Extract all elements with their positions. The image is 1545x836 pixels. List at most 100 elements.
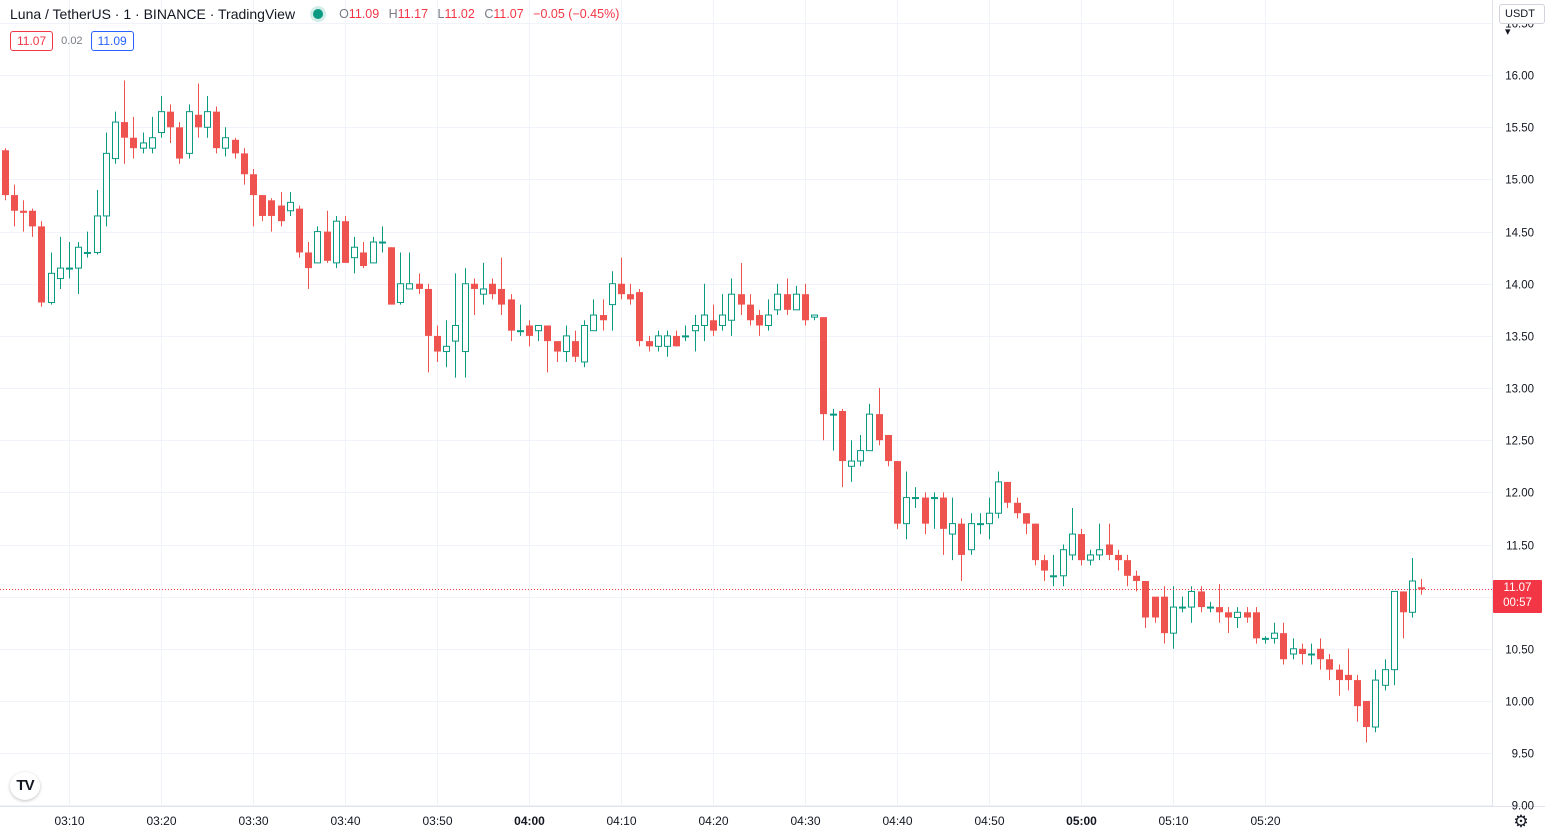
candle (140, 132, 147, 154)
candle-body (526, 325, 533, 336)
candle-body (949, 523, 956, 535)
candle-body (1106, 544, 1113, 555)
candle-body (158, 111, 165, 134)
candle-body (121, 122, 128, 138)
candle (342, 215, 349, 263)
candle-body (995, 481, 1002, 514)
candle-body (774, 293, 781, 311)
symbol-title[interactable]: Luna / TetherUS · 1 · BINANCE · TradingV… (10, 6, 296, 22)
candle-body (1060, 549, 1067, 577)
candle-body (839, 410, 846, 462)
candle (48, 252, 55, 305)
candle-body (213, 111, 220, 149)
candle-body (75, 246, 82, 269)
candle-body (655, 335, 662, 347)
candle (287, 191, 294, 216)
candle-body (903, 497, 910, 525)
candle (232, 137, 239, 159)
candle (646, 335, 653, 352)
ask-price[interactable]: 11.09 (90, 31, 134, 51)
price-axis[interactable]: 16.5016.0015.5015.0014.5014.0013.5013.00… (1505, 19, 1534, 813)
candle (738, 262, 745, 316)
candle (57, 236, 64, 289)
candle-body (314, 231, 321, 264)
candle-body (830, 413, 837, 416)
candle (756, 309, 763, 336)
candle (1096, 523, 1103, 561)
candle-body (1280, 633, 1287, 660)
candle-body (1161, 596, 1168, 634)
candle-body (802, 294, 809, 321)
candle (968, 513, 975, 555)
candle-body (167, 111, 174, 128)
candle-body (425, 288, 432, 336)
candle (305, 242, 312, 289)
candle-body (1409, 580, 1416, 613)
candle (590, 299, 597, 332)
candle (563, 325, 570, 362)
candle-body (857, 450, 864, 462)
spread-value: 0.02 (61, 35, 83, 47)
time-tick-label: 03:30 (238, 814, 268, 828)
candle (1354, 674, 1361, 722)
candle (425, 283, 432, 373)
candle-body (268, 200, 275, 216)
candle (1078, 528, 1085, 566)
candle-body (508, 299, 515, 331)
candle-body (572, 341, 579, 357)
candle (112, 111, 119, 164)
candle-body (765, 314, 772, 326)
candle (1207, 601, 1214, 613)
last-price-value: 11.07 (1503, 582, 1532, 594)
candle (176, 122, 183, 164)
candle (747, 294, 754, 326)
price-tick-label: 15.00 (1505, 175, 1534, 187)
candle-body (986, 512, 993, 525)
low-value: 11.02 (444, 7, 475, 21)
candle-body (112, 121, 119, 160)
candle-body (1253, 612, 1260, 639)
candle (1317, 638, 1324, 670)
candle (940, 492, 947, 555)
candle-body (618, 283, 625, 295)
candle (434, 325, 441, 362)
price-tick-label: 15.50 (1505, 123, 1534, 135)
currency-selector[interactable]: USDT ▾ (1499, 4, 1545, 38)
candle-body (1207, 606, 1214, 609)
time-tick-label: 05:20 (1250, 814, 1280, 828)
candle-body (1225, 612, 1232, 618)
gear-icon[interactable]: ⚙ (1513, 812, 1529, 831)
candle (802, 283, 809, 326)
candle (1014, 497, 1021, 519)
bid-price[interactable]: 11.07 (10, 31, 54, 51)
candle (1345, 648, 1352, 691)
last-price-tag: 11.07 00:57 (1493, 580, 1542, 613)
candle-body (1087, 554, 1094, 561)
candle-body (811, 314, 818, 318)
candle (1023, 513, 1030, 535)
candle (11, 184, 18, 227)
candle-body (1299, 648, 1306, 655)
bar-countdown: 00:57 (1503, 597, 1532, 609)
candle-body (922, 497, 929, 524)
price-tick-label: 13.50 (1505, 332, 1534, 344)
candle-body (241, 153, 248, 175)
candle-body (544, 325, 551, 342)
tradingview-logo-icon[interactable]: TV (10, 772, 40, 800)
price-tick-label: 16.00 (1505, 71, 1534, 83)
candle-body (342, 221, 349, 263)
close-label: C (484, 7, 494, 21)
candle-body (958, 523, 965, 555)
candle (324, 210, 331, 263)
candle-body (250, 174, 257, 196)
candle-body (931, 497, 938, 500)
time-axis[interactable]: 02:5003:0003:1003:2003:3003:4003:5004:00… (0, 814, 1281, 828)
candle-body (103, 152, 110, 217)
candle (1032, 523, 1039, 566)
candle-body (912, 497, 919, 500)
candle-body (793, 293, 800, 311)
candle-body (360, 252, 367, 267)
candle (1290, 638, 1297, 660)
chart-grid (0, 0, 1545, 807)
